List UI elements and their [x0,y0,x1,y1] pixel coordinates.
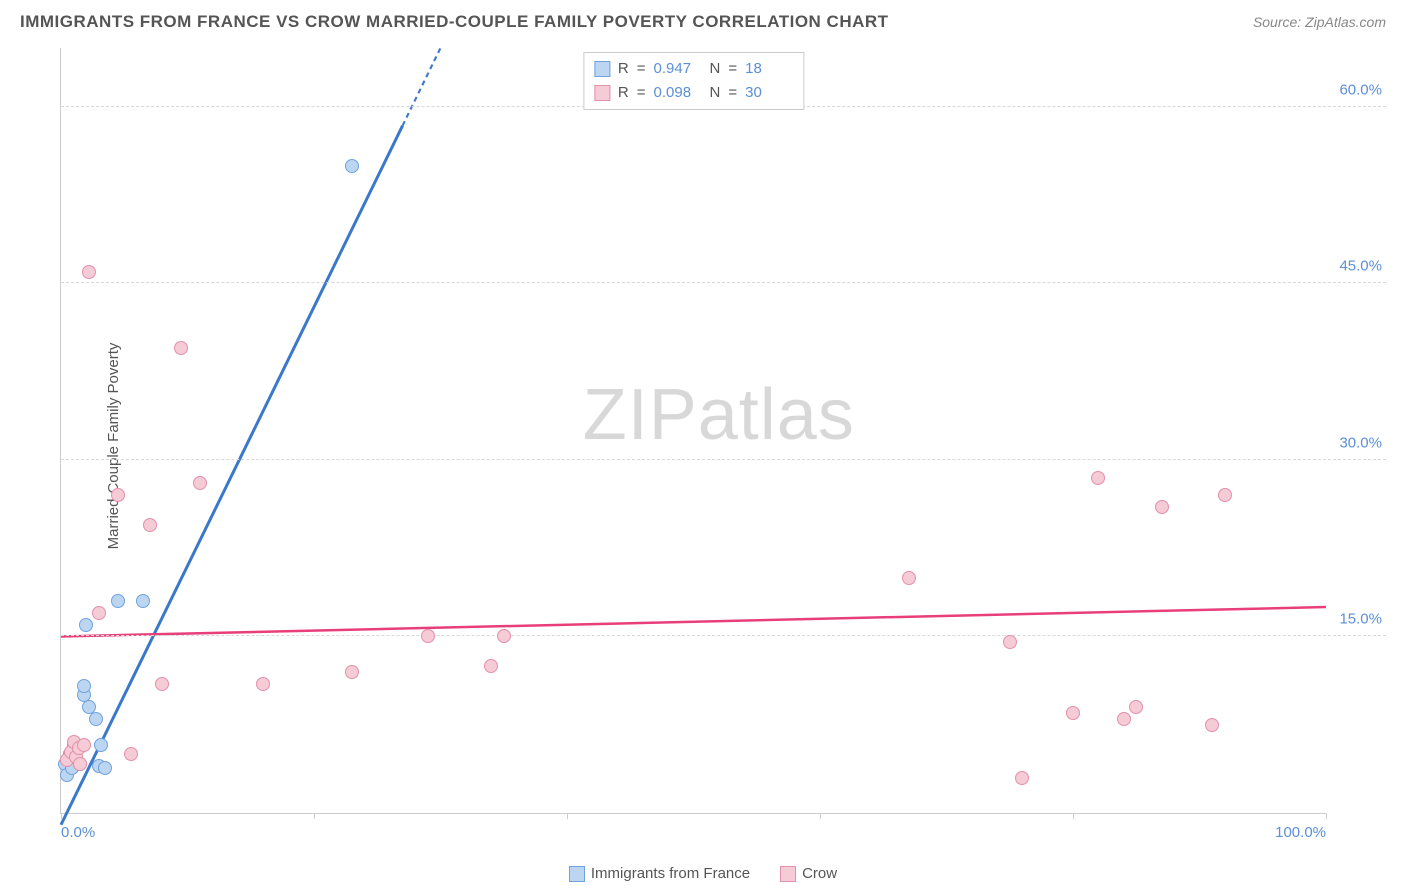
data-point [77,738,91,752]
gridline [61,635,1386,636]
data-point [1066,706,1080,720]
data-point [256,677,270,691]
x-tick [61,813,62,819]
bottom-legend: Immigrants from France Crow [0,865,1406,882]
x-tick [314,813,315,819]
chart-source: Source: ZipAtlas.com [1253,14,1386,30]
data-point [1091,471,1105,485]
data-point [94,738,108,752]
watermark: ZIPatlas [583,374,855,456]
data-point [155,677,169,691]
data-point [174,341,188,355]
data-point [497,629,511,643]
swatch-icon [594,85,610,101]
x-tick [1073,813,1074,819]
plot-region: R = 0.947 N = 18 R = 0.098 N = 30 ZIPatl… [60,48,1326,814]
y-tick-label: 45.0% [1339,258,1382,275]
data-point [1117,712,1131,726]
swatch-icon [569,866,585,882]
data-point [345,665,359,679]
data-point [111,488,125,502]
gridline [61,282,1386,283]
data-point [73,757,87,771]
data-point [89,712,103,726]
stats-row-series-1: R = 0.098 N = 30 [594,81,793,105]
chart-title: IMMIGRANTS FROM FRANCE VS CROW MARRIED-C… [20,12,889,32]
data-point [1129,700,1143,714]
y-tick-label: 30.0% [1339,434,1382,451]
legend-item-0: Immigrants from France [569,865,750,882]
x-tick [567,813,568,819]
data-point [1003,635,1017,649]
data-point [345,159,359,173]
y-tick-label: 15.0% [1339,611,1382,628]
y-tick-label: 60.0% [1339,81,1382,98]
data-point [111,594,125,608]
stats-legend: R = 0.947 N = 18 R = 0.098 N = 30 [583,52,804,110]
data-point [98,761,112,775]
data-point [143,518,157,532]
chart-header: IMMIGRANTS FROM FRANCE VS CROW MARRIED-C… [0,0,1406,40]
data-point [1218,488,1232,502]
data-point [124,747,138,761]
stats-row-series-0: R = 0.947 N = 18 [594,57,793,81]
data-point [484,659,498,673]
swatch-icon [594,61,610,77]
data-point [79,618,93,632]
data-point [193,476,207,490]
x-tick-label: 100.0% [1275,824,1326,841]
legend-item-1: Crow [780,865,837,882]
data-point [1205,718,1219,732]
data-point [92,606,106,620]
data-point [902,571,916,585]
x-tick [820,813,821,819]
data-point [77,679,91,693]
data-point [82,265,96,279]
data-point [421,629,435,643]
data-point [136,594,150,608]
chart-area: Married-Couple Family Poverty R = 0.947 … [20,48,1386,844]
x-tick [1326,813,1327,819]
gridline [61,459,1386,460]
data-point [1155,500,1169,514]
regression-lines [61,48,1326,813]
x-tick-label: 0.0% [61,824,95,841]
swatch-icon [780,866,796,882]
data-point [1015,771,1029,785]
